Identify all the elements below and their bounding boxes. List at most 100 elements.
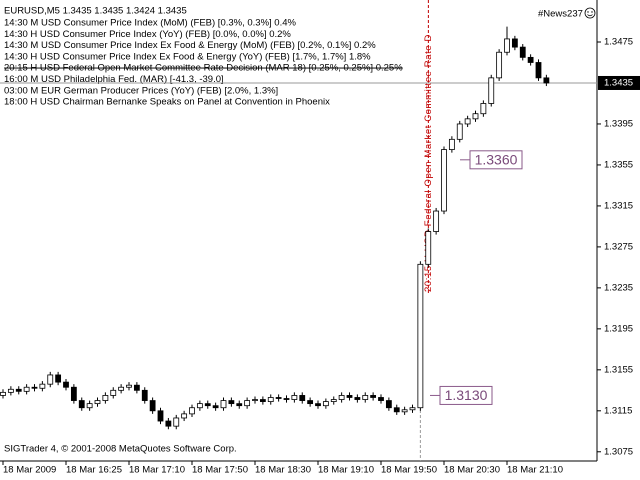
x-tick-label: 18 Mar 17:10: [129, 465, 185, 476]
candle-body: [55, 374, 62, 383]
candle-body: [519, 46, 526, 58]
news-line: 03:00 M EUR German Producer Prices (YoY)…: [4, 85, 278, 96]
news-line: 14:30 M USD Consumer Price Index Ex Food…: [4, 40, 376, 51]
y-tick-label: 1.3395: [604, 118, 633, 129]
candle-body: [110, 389, 117, 396]
candle-body: [543, 77, 550, 84]
candle-body: [527, 56, 534, 63]
y-tick-label: 1.3235: [604, 282, 633, 293]
candle-body: [204, 403, 211, 407]
event-label: 20:15 H USD Federal Open Market Committe…: [423, 34, 434, 292]
candle-body: [393, 407, 400, 413]
news-line: 14:30 M USD Consumer Price Index (MoM) (…: [4, 18, 297, 29]
news-line: 14:30 H USD Consumer Price Index Ex Food…: [4, 51, 371, 62]
x-tick-label: 18 Mar 19:10: [318, 465, 374, 476]
candle-body: [133, 384, 140, 391]
candle-body: [236, 403, 243, 407]
copyright: SIGTrader 4, © 2001-2008 MetaQuotes Soft…: [4, 444, 237, 455]
y-tick-label: 1.3475: [604, 37, 633, 48]
candle-body: [189, 407, 195, 415]
candle-body: [496, 51, 503, 79]
candle-body: [433, 210, 440, 232]
candle-body: [362, 395, 369, 400]
candle-body: [78, 400, 85, 409]
candle-body: [244, 400, 251, 407]
x-tick-label: 18 Mar 18:30: [255, 465, 311, 476]
price-label-box: [439, 385, 493, 405]
candle-body: [181, 413, 188, 419]
x-tick-label: 18 Mar 16:25: [66, 465, 122, 476]
candle-body: [291, 395, 298, 400]
candle-body: [275, 397, 282, 399]
x-tick-label: 18 Mar 19:50: [381, 465, 437, 476]
candle-body: [370, 395, 377, 398]
candle-body: [102, 395, 109, 401]
candle-body: [456, 123, 463, 140]
candle-body: [165, 420, 172, 427]
candle-body: [94, 400, 101, 405]
candle-body: [354, 397, 361, 400]
candle-body: [86, 403, 93, 409]
candle-body: [63, 381, 69, 388]
candle-body: [464, 118, 471, 125]
price-label: 1.3360: [475, 152, 518, 168]
candle-body: [118, 386, 125, 391]
news-badge: #News237: [538, 9, 583, 20]
candle-body: [401, 409, 408, 413]
candle-body: [283, 398, 290, 400]
candle-body: [228, 400, 235, 405]
candle-body: [346, 395, 353, 398]
candle-body: [425, 231, 432, 265]
candle-body: [307, 400, 314, 405]
candle-body: [126, 384, 132, 388]
symbol-line: EURUSD,M5 1.3435 1.3435 1.3424 1.3435: [4, 6, 187, 17]
price-label: 1.3130: [445, 387, 488, 403]
candle-body: [259, 399, 266, 402]
candle-body: [141, 389, 148, 401]
candle-body: [23, 386, 30, 392]
candle-body: [441, 149, 447, 212]
candle-body: [31, 386, 38, 389]
candle-body: [488, 77, 495, 104]
candle-body: [448, 138, 455, 150]
candle-body: [0, 391, 6, 396]
candle-body: [511, 38, 518, 48]
candle-body: [378, 397, 384, 401]
y-tick-label: 1.3115: [604, 405, 632, 416]
x-tick-label: 18 Mar 21:10: [507, 465, 563, 476]
candle-body: [472, 113, 479, 120]
candle-body: [504, 38, 510, 53]
candle-body: [535, 62, 542, 79]
x-tick-label: 18 Mar 2009: [3, 465, 56, 476]
news-line: 16:00 M USD Philadelphia Fed. (MAR) [-41…: [4, 74, 224, 85]
candle-body: [338, 395, 345, 400]
news-line: 14:30 H USD Consumer Price Index (YoY) (…: [4, 29, 291, 40]
last-price-box: [598, 75, 640, 90]
candle-body: [417, 263, 424, 409]
candle-body: [330, 399, 337, 402]
y-tick-label: 1.3355: [604, 159, 633, 170]
candle-body: [220, 400, 227, 409]
candle-body: [409, 407, 416, 411]
y-tick-label: 1.3315: [604, 200, 633, 211]
y-tick-label: 1.3155: [604, 364, 633, 375]
y-tick-label: 1.3195: [604, 323, 633, 334]
candle-body: [315, 403, 321, 407]
candle-body: [157, 410, 164, 422]
candle-body: [70, 386, 77, 401]
candle-body: [47, 374, 54, 385]
y-tick-label: 1.3075: [604, 446, 633, 457]
candle-body: [15, 388, 22, 392]
candle-body: [212, 405, 219, 409]
smiley-icon: [584, 7, 596, 19]
candle-body: [480, 103, 487, 115]
candle-body: [196, 403, 203, 409]
news-line: 18:00 H USD Chairman Bernanke Speaks on …: [4, 97, 330, 108]
candle-body: [39, 383, 46, 389]
x-tick-label: 18 Mar 20:30: [444, 465, 500, 476]
candle-body: [149, 400, 156, 412]
candle-body: [7, 388, 14, 393]
candle-body: [385, 400, 392, 409]
last-price-label: 1.3435: [604, 77, 633, 88]
